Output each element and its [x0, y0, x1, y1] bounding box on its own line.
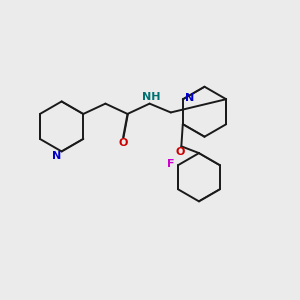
Text: N: N: [52, 151, 61, 161]
Text: N: N: [185, 93, 194, 103]
Text: O: O: [175, 147, 184, 157]
Text: NH: NH: [142, 92, 160, 102]
Text: F: F: [167, 159, 175, 169]
Text: O: O: [118, 138, 128, 148]
